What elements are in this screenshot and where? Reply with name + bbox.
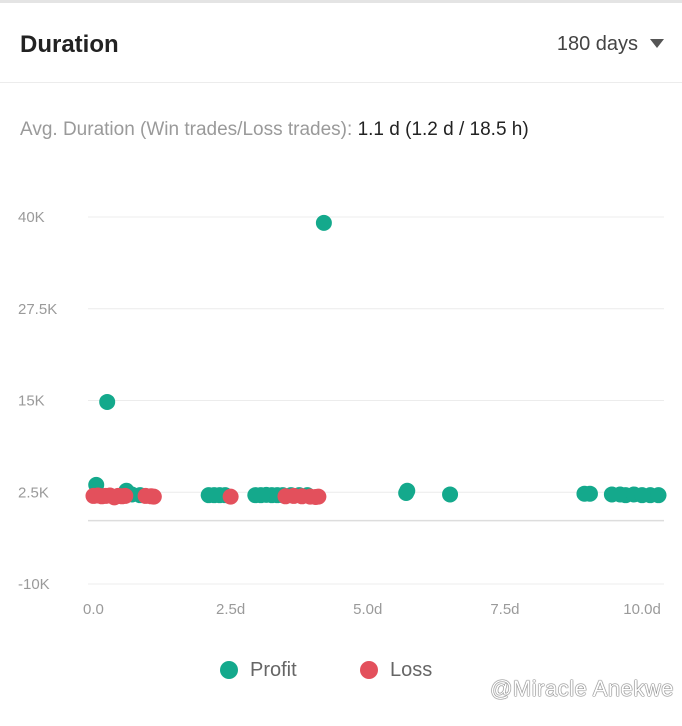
profit-point [650,487,667,504]
y-tick-label: 15K [18,393,45,410]
profit-legend-dot [220,661,238,679]
legend-item-profit[interactable]: Profit [220,659,297,682]
x-tick-label: 5.0d [353,601,382,618]
loss-point [310,488,327,505]
profit-point [442,486,459,503]
x-tick-label: 10.0d [623,601,661,618]
profit-point [581,485,598,502]
legend-label-profit: Profit [250,658,297,681]
profit-point [399,482,416,499]
period-value: 180 days [556,33,638,55]
loss-point [222,488,239,505]
caret-down-icon [650,39,664,48]
legend-item-loss[interactable]: Loss [360,659,432,682]
period-dropdown[interactable]: 180 days [557,33,664,56]
watermark-text: @Miracle Anekwe [490,676,674,701]
avg-duration-label: Avg. Duration (Win trades/Loss trades): [20,119,353,140]
y-tick-label: 27.5K [18,301,57,318]
loss-legend-dot [360,661,378,679]
loss-point [117,487,134,504]
y-tick-label: -10K [18,576,50,593]
duration-scatter-chart: -10K 2.5K 15K 27.5K 40K 0.0 2.5d 5.0d 7.5d 10.0d [18,209,667,618]
x-tick-label: 0.0 [83,601,104,618]
top-border [0,0,682,3]
avg-duration-summary: Avg. Duration (Win trades/Loss trades): … [20,119,529,141]
card-title: Duration [20,31,119,58]
avg-duration-value: 1.1 d (1.2 d / 18.5 h) [357,119,529,140]
x-tick-label: 7.5d [490,601,519,618]
profit-point [99,393,116,410]
y-tick-label: 40K [18,209,45,226]
profit-point [315,214,332,231]
loss-point [145,488,162,505]
card-header: Duration 180 days [0,3,682,83]
y-tick-label: 2.5K [18,484,49,501]
x-tick-label: 2.5d [216,601,245,618]
chart-legend: Profit Loss [0,655,682,685]
legend-label-loss: Loss [390,658,433,681]
